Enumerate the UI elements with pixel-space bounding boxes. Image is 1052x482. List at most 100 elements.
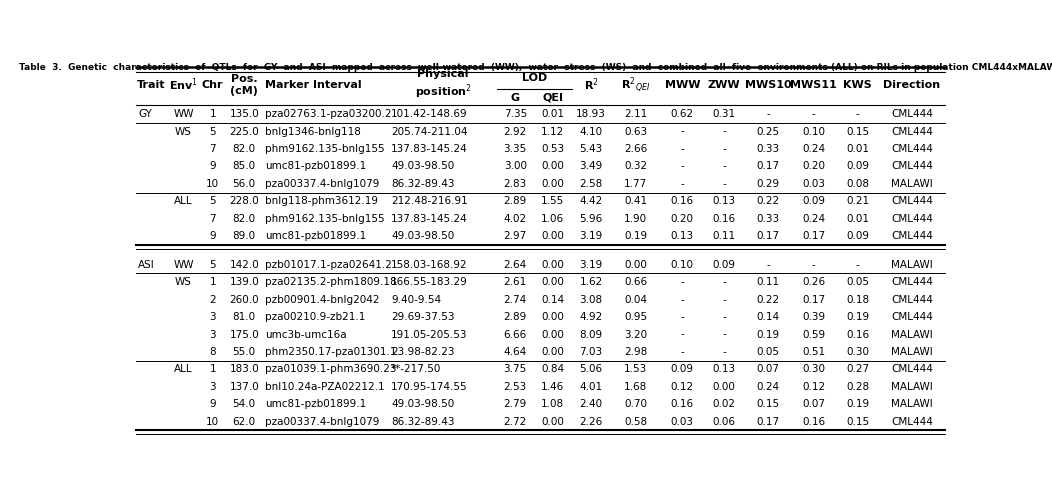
Text: CML444: CML444 xyxy=(891,231,933,241)
Text: 3: 3 xyxy=(209,382,216,392)
Text: QEI: QEI xyxy=(542,93,563,103)
Text: 29.69-37.53: 29.69-37.53 xyxy=(391,312,454,322)
Text: 0.15: 0.15 xyxy=(846,417,869,427)
Text: 0.16: 0.16 xyxy=(712,214,735,224)
Text: 137.83-145.24: 137.83-145.24 xyxy=(391,214,468,224)
Text: 183.0: 183.0 xyxy=(229,364,259,375)
Text: 1.12: 1.12 xyxy=(541,126,564,136)
Text: CML444: CML444 xyxy=(891,312,933,322)
Text: 0.41: 0.41 xyxy=(624,196,647,206)
Text: 1: 1 xyxy=(209,364,216,375)
Text: 1.06: 1.06 xyxy=(541,214,564,224)
Text: 2.26: 2.26 xyxy=(580,417,603,427)
Text: WW: WW xyxy=(174,109,194,119)
Text: -: - xyxy=(681,295,684,305)
Text: 0.02: 0.02 xyxy=(713,399,735,409)
Text: 3.75: 3.75 xyxy=(504,364,527,375)
Text: 0.04: 0.04 xyxy=(624,295,647,305)
Text: 5.06: 5.06 xyxy=(580,364,603,375)
Text: CML444: CML444 xyxy=(891,109,933,119)
Text: 0.25: 0.25 xyxy=(756,126,780,136)
Text: 137.0: 137.0 xyxy=(229,382,259,392)
Text: 82.0: 82.0 xyxy=(232,214,256,224)
Text: ALL: ALL xyxy=(175,196,193,206)
Text: ALL: ALL xyxy=(175,364,193,375)
Text: 6.66: 6.66 xyxy=(504,330,527,339)
Text: pza01039.1-phm3690.23: pza01039.1-phm3690.23 xyxy=(265,364,397,375)
Text: 205.74-211.04: 205.74-211.04 xyxy=(391,126,467,136)
Text: 0.03: 0.03 xyxy=(671,417,694,427)
Text: 2.72: 2.72 xyxy=(504,417,527,427)
Text: GY: GY xyxy=(138,109,151,119)
Text: 212.48-216.91: 212.48-216.91 xyxy=(391,196,468,206)
Text: 0.16: 0.16 xyxy=(671,399,694,409)
Text: 1.77: 1.77 xyxy=(624,179,647,189)
Text: MWW: MWW xyxy=(665,80,700,90)
Text: 0.09: 0.09 xyxy=(671,364,694,375)
Text: 142.0: 142.0 xyxy=(229,260,259,270)
Text: -: - xyxy=(766,260,770,270)
Text: 0.16: 0.16 xyxy=(671,196,694,206)
Text: 85.0: 85.0 xyxy=(232,161,256,172)
Text: 0.19: 0.19 xyxy=(624,231,647,241)
Text: 2.40: 2.40 xyxy=(580,399,603,409)
Text: 2.58: 2.58 xyxy=(580,179,603,189)
Text: 8.09: 8.09 xyxy=(580,330,603,339)
Text: pza02763.1-pza03200.2: pza02763.1-pza03200.2 xyxy=(265,109,391,119)
Text: pza02135.2-phm1809.18: pza02135.2-phm1809.18 xyxy=(265,277,397,287)
Text: MALAWI: MALAWI xyxy=(891,382,933,392)
Text: 0.12: 0.12 xyxy=(671,382,694,392)
Text: 0.15: 0.15 xyxy=(846,126,869,136)
Text: 0.13: 0.13 xyxy=(712,364,735,375)
Text: 0.58: 0.58 xyxy=(624,417,647,427)
Text: 0.24: 0.24 xyxy=(803,144,826,154)
Text: MALAWI: MALAWI xyxy=(891,260,933,270)
Text: 0.33: 0.33 xyxy=(756,214,780,224)
Text: 0.13: 0.13 xyxy=(712,196,735,206)
Text: 0.00: 0.00 xyxy=(542,347,564,357)
Text: 5.43: 5.43 xyxy=(580,144,603,154)
Text: -: - xyxy=(681,161,684,172)
Text: WS: WS xyxy=(175,277,191,287)
Text: 2.53: 2.53 xyxy=(504,382,527,392)
Text: 0.12: 0.12 xyxy=(803,382,826,392)
Text: 2.79: 2.79 xyxy=(504,399,527,409)
Text: WS: WS xyxy=(175,126,191,136)
Text: umc81-pzb01899.1: umc81-pzb01899.1 xyxy=(265,399,366,409)
Text: 2.64: 2.64 xyxy=(504,260,527,270)
Text: -: - xyxy=(723,312,726,322)
Text: 0.03: 0.03 xyxy=(803,179,825,189)
Text: 0.00: 0.00 xyxy=(542,312,564,322)
Text: 1.55: 1.55 xyxy=(541,196,564,206)
Text: -: - xyxy=(723,277,726,287)
Text: 0.17: 0.17 xyxy=(756,161,780,172)
Text: CML444: CML444 xyxy=(891,126,933,136)
Text: 10: 10 xyxy=(206,179,219,189)
Text: 137.83-145.24: 137.83-145.24 xyxy=(391,144,468,154)
Text: 0.13: 0.13 xyxy=(671,231,694,241)
Text: -: - xyxy=(812,260,815,270)
Text: bnlg118-phm3612.19: bnlg118-phm3612.19 xyxy=(265,196,378,206)
Text: 0.30: 0.30 xyxy=(803,364,825,375)
Text: 7.35: 7.35 xyxy=(504,109,527,119)
Text: -: - xyxy=(723,126,726,136)
Text: 0.32: 0.32 xyxy=(624,161,647,172)
Text: 0.33: 0.33 xyxy=(756,144,780,154)
Text: 175.0: 175.0 xyxy=(229,330,259,339)
Text: MALAWI: MALAWI xyxy=(891,399,933,409)
Text: 7: 7 xyxy=(209,144,216,154)
Text: 0.01: 0.01 xyxy=(541,109,564,119)
Text: MALAWI: MALAWI xyxy=(891,347,933,357)
Text: 2.92: 2.92 xyxy=(504,126,527,136)
Text: umc81-pzb01899.1: umc81-pzb01899.1 xyxy=(265,231,366,241)
Text: 0.17: 0.17 xyxy=(756,231,780,241)
Text: 0.24: 0.24 xyxy=(756,382,780,392)
Text: 170.95-174.55: 170.95-174.55 xyxy=(391,382,467,392)
Text: 5.96: 5.96 xyxy=(580,214,603,224)
Text: 0.53: 0.53 xyxy=(541,144,564,154)
Text: -: - xyxy=(855,109,859,119)
Text: 4.92: 4.92 xyxy=(580,312,603,322)
Text: KWS: KWS xyxy=(843,80,872,90)
Text: 158.03-168.92: 158.03-168.92 xyxy=(391,260,467,270)
Text: 0.17: 0.17 xyxy=(803,295,826,305)
